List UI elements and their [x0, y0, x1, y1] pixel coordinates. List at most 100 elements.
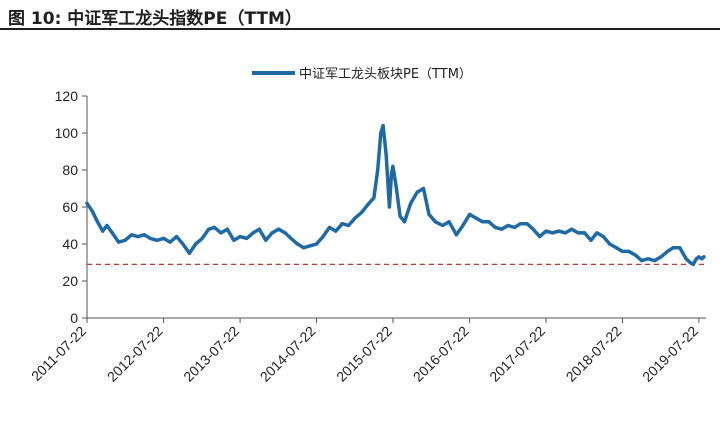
- pe-data-point: [277, 227, 281, 231]
- pe-data-point: [454, 233, 458, 237]
- pe-data-point: [557, 229, 561, 233]
- pe-data-point: [264, 238, 268, 242]
- pe-data-point: [525, 222, 529, 226]
- x-axis: 2011-07-22 2012-07-22 2013-07-22 2014-07-22…: [28, 317, 706, 385]
- pe-data-point: [295, 242, 300, 246]
- pe-data-point: [85, 201, 89, 205]
- y-tick-label: 80: [62, 162, 78, 178]
- pe-data-point: [175, 235, 179, 239]
- x-tick-label: 2019-07-22: [639, 323, 701, 385]
- pe-data-point: [688, 260, 692, 265]
- pe-data-point: [550, 231, 555, 235]
- pe-data-point: [513, 225, 517, 229]
- pe-data-point: [101, 229, 105, 233]
- pe-data-point: [391, 164, 395, 168]
- pe-data-point: [200, 236, 204, 240]
- pe-series-line: [85, 123, 706, 267]
- x-tick-label: 2018-07-22: [563, 323, 625, 385]
- pe-data-point: [538, 235, 542, 239]
- y-tick-label: 0: [70, 310, 78, 326]
- pe-data-point: [487, 220, 491, 224]
- pe-data-point: [601, 235, 606, 239]
- x-tick-label: 2011-07-22: [28, 323, 89, 384]
- pe-data-point: [576, 231, 580, 235]
- pe-data-point: [219, 231, 223, 235]
- pe-data-point: [270, 231, 274, 235]
- pe-data-point: [334, 229, 338, 233]
- pe-data-point: [694, 257, 699, 261]
- pe-data-point: [461, 223, 465, 228]
- pe-data-point: [678, 246, 682, 250]
- pe-data-point: [582, 231, 587, 235]
- pe-data-point: [105, 223, 109, 228]
- pe-data-point: [289, 236, 293, 240]
- pe-data-point: [441, 223, 445, 228]
- pe-data-point: [207, 227, 211, 231]
- pe-data-point: [321, 235, 325, 239]
- pe-data-point: [627, 249, 631, 253]
- pe-data-point: [659, 255, 663, 259]
- pe-data-point: [640, 259, 644, 263]
- pe-data-point: [468, 212, 472, 216]
- pe-data-point: [162, 236, 166, 240]
- pe-data-point: [117, 240, 121, 244]
- pe-data-point: [620, 249, 625, 253]
- pe-data-point: [110, 231, 114, 235]
- pe-data-point: [697, 255, 701, 259]
- pe-data-point: [409, 201, 413, 205]
- pe-data-point: [308, 244, 312, 248]
- pe-data-point: [500, 227, 504, 231]
- pe-data-point: [493, 225, 497, 229]
- legend-label: 中证军工龙头板块PE（TTM）: [299, 67, 472, 82]
- pe-data-point: [415, 190, 419, 194]
- pe-data-point: [402, 220, 407, 224]
- x-tick-label: 2016-07-22: [410, 323, 472, 385]
- pe-data-point: [398, 214, 402, 218]
- pe-data-point: [376, 168, 380, 172]
- pe-data-point: [389, 172, 394, 176]
- pe-data-point: [181, 242, 185, 246]
- y-tick-label: 40: [62, 236, 78, 252]
- pe-data-point: [142, 233, 146, 237]
- pe-data-point: [544, 229, 548, 233]
- pe-data-point: [302, 246, 306, 250]
- pe-data-point: [481, 220, 485, 224]
- pe-data-point: [563, 231, 567, 235]
- pe-data-point: [194, 242, 198, 246]
- pe-data-point: [684, 257, 688, 261]
- pe-data-point: [314, 242, 319, 246]
- pe-data-point: [506, 223, 510, 228]
- x-tick-label: 2015-07-22: [333, 323, 395, 385]
- pe-data-point: [394, 183, 398, 187]
- pe-data-point: [381, 124, 385, 128]
- pe-data-point: [433, 220, 437, 224]
- pe-data-point: [130, 233, 134, 237]
- pe-data-point: [665, 249, 670, 253]
- y-axis: 0 20 40 60 80 100 120: [55, 88, 88, 326]
- y-tick-label: 100: [55, 125, 79, 141]
- x-tick-label: 2013-07-22: [180, 323, 242, 385]
- pe-data-point: [353, 216, 357, 220]
- pe-data-point: [595, 231, 599, 235]
- figure-title: 图 10: 中证军工龙头指数PE（TTM）: [8, 9, 302, 29]
- pe-data-point: [372, 196, 376, 200]
- pe-data-point: [257, 227, 261, 231]
- pe-data-point: [238, 235, 242, 239]
- pe-data-point: [614, 246, 618, 250]
- pe-data-point: [633, 253, 638, 257]
- pe-data-point: [652, 259, 657, 263]
- pe-data-point: [427, 212, 431, 216]
- pe-data-point: [700, 257, 704, 261]
- pe-data-point: [148, 236, 152, 240]
- pe-data-point: [570, 227, 574, 231]
- pe-data-point: [531, 227, 535, 231]
- figure-title-bar: 图 10: 中证军工龙头指数PE（TTM）: [0, 0, 720, 30]
- pe-data-point: [702, 255, 706, 259]
- pe-data-point: [155, 238, 159, 242]
- pe-data-point: [327, 225, 332, 229]
- pe-data-point: [671, 246, 675, 250]
- pe-data-point: [187, 251, 191, 255]
- pe-data-point: [212, 225, 217, 229]
- y-tick-label: 20: [62, 273, 78, 289]
